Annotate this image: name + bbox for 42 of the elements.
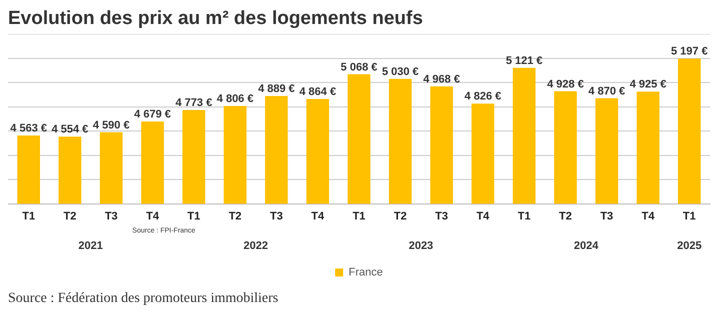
x-tick-label: T3 [600,210,614,222]
x-tick-label: T2 [559,210,572,222]
data-label: 4 773 € [175,97,212,110]
x-tick-label: T1 [682,210,696,222]
data-label: 4 928 € [547,78,584,90]
data-label: 4 679 € [134,108,171,120]
data-label: 4 968 € [423,73,460,86]
text: 2023 [408,240,434,252]
data-label: 5 068 € [340,61,378,74]
text: 2025 [677,240,702,252]
data-label: 4 870 € [588,85,626,98]
text: 2022 [244,240,268,252]
x-tick-label: T4 [146,210,160,222]
x-tick-label: T1 [187,210,200,222]
legend-label: France [348,266,383,279]
data-label: 4 826 € [464,90,502,103]
x-tick-label: T1 [352,210,366,222]
data-label: 4 554 € [52,124,88,136]
x-tick-label: T3 [435,210,448,222]
x-tick-label: T1 [518,210,531,222]
data-label: 4 925 € [630,78,666,91]
data-label: 4 889 € [258,83,295,96]
text: 2024 [574,240,600,252]
data-label: 4 864 € [299,86,336,98]
data-label: 4 590 € [92,119,130,132]
x-tick-label: T2 [228,210,242,222]
source-note: Source : Fédération des promoteurs immobiliers [8,291,280,307]
data-label: 5 030 € [382,66,419,78]
data-label: 4 563 € [10,122,47,135]
x-tick-label: T3 [270,210,283,222]
x-tick-label: T4 [311,210,326,222]
text: 2021 [78,240,103,252]
x-tick-label: T2 [394,210,407,222]
x-tick-label: T4 [476,210,490,222]
data-label: 5 197 € [671,46,708,58]
data-label: 4 806 € [216,93,254,106]
x-tick-label: T1 [22,210,36,222]
chart-title: Evolution des prix au m² des logements neufs [8,8,424,30]
x-tick-label: T2 [64,210,76,222]
x-tick-label: T4 [642,210,656,222]
x-tick-label: T3 [104,210,118,222]
data-label: 5 121 € [506,54,543,67]
